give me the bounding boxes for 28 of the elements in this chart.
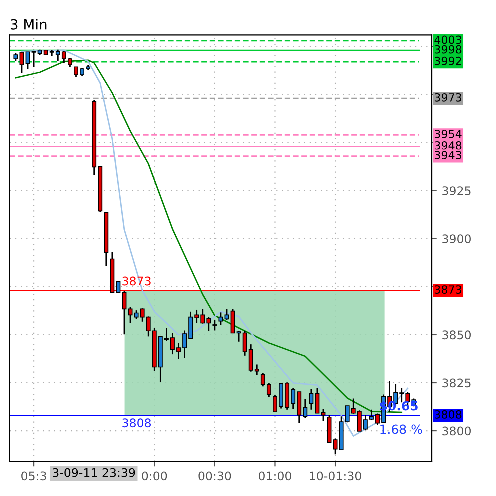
y-tick-label: 3825 [442, 378, 471, 388]
ref-line-label: 3973 [434, 93, 462, 102]
chart-title: 3 Min [10, 19, 47, 30]
ref-line-label: 3954 [434, 130, 462, 138]
x-tick-label: 10-01:30 [310, 472, 362, 481]
text: 3-09-11 23:39 [53, 468, 136, 478]
ref-line-label: 3992 [434, 56, 462, 66]
candlestick [218, 312, 224, 326]
x-tick-label: 0:00 [142, 472, 168, 481]
ref-line-label: 4003 [434, 36, 462, 44]
ref-line-label: 3943 [434, 151, 462, 160]
candlestick [212, 319, 218, 332]
ref-line-label: 3998 [434, 45, 462, 54]
y-tick-label: 3850 [442, 330, 471, 340]
ref-line-label: 3808 [434, 410, 462, 419]
x-tick-label: 01:00 [259, 472, 292, 481]
ref-line-label: 3873 [434, 286, 462, 294]
annotation: 3873 [122, 276, 151, 286]
y-tick-label: 3900 [442, 234, 471, 244]
y-tick-label: 3925 [442, 186, 471, 196]
x-tick-label: 00:30 [198, 472, 232, 481]
annotation: 3808 [122, 418, 152, 428]
y-tick-label: 3800 [442, 426, 471, 436]
x-tick-label: 05:3 [22, 472, 46, 481]
candlestick [20, 52, 24, 74]
candlestick [26, 51, 30, 70]
ref-line-label: 3948 [434, 141, 462, 150]
annotation: 1.68 % [380, 424, 422, 434]
